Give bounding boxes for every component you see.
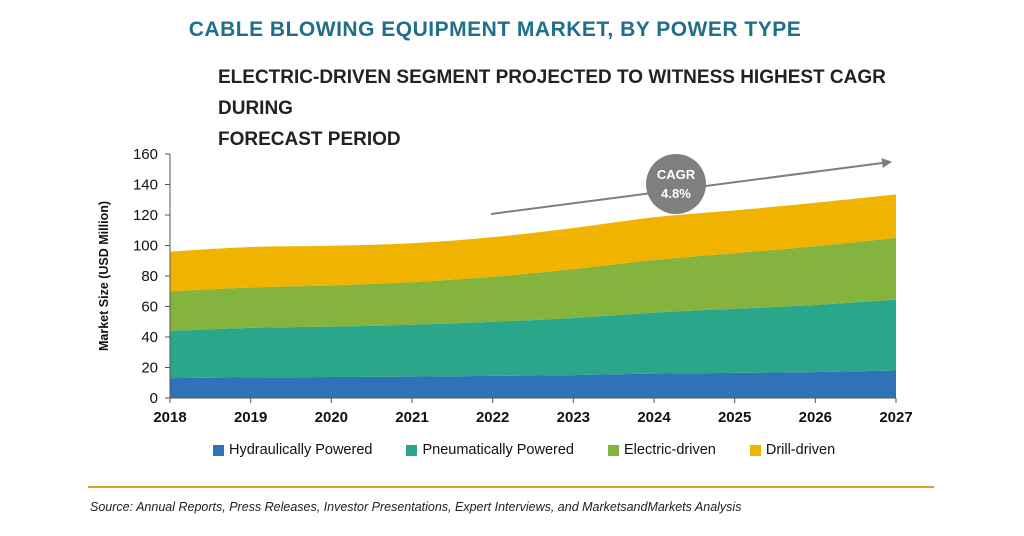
y-tick-label: 60 (141, 299, 158, 316)
x-tick-label: 2023 (557, 409, 590, 426)
area-pneumatically-powered (170, 299, 896, 379)
area-drill-driven (170, 194, 896, 292)
cagr-annotation: CAGR 4.8% (490, 154, 892, 215)
x-tick-label: 2026 (799, 409, 832, 426)
x-tick-label: 2027 (879, 409, 912, 426)
area-hydraulically-powered (170, 370, 896, 398)
chart-subtitle: ELECTRIC-DRIVEN SEGMENT PROJECTED TO WIT… (218, 62, 938, 155)
cagr-badge (646, 154, 706, 214)
y-tick-label: 80 (141, 268, 158, 285)
source-note: Source: Annual Reports, Press Releases, … (90, 500, 742, 514)
y-tick-label: 100 (133, 238, 158, 255)
x-tick-label: 2024 (637, 409, 671, 426)
legend-item-electric-driven: Electric-driven (607, 442, 716, 458)
area-layers (170, 194, 896, 398)
subtitle-line-2: FORECAST PERIOD (218, 129, 401, 150)
legend-label: Drill-driven (765, 442, 836, 458)
x-tick-label: 2020 (315, 409, 348, 426)
chart-axes: 0 20 40 60 80 100 120 140 160 2018 2019 2020 2021 202… (97, 146, 913, 426)
chart-title: CABLE BLOWING EQUIPMENT MARKET, BY POWER… (188, 18, 802, 41)
legend-swatch (213, 444, 224, 456)
legend-item-drill-driven: Drill-driven (749, 442, 836, 458)
x-tick-label: 2019 (234, 409, 267, 426)
y-tick-label: 0 (150, 390, 158, 407)
legend-label: Hydraulically Powered (229, 442, 373, 458)
cagr-value: 4.8% (661, 186, 691, 201)
y-tick-label: 20 (141, 360, 158, 377)
cagr-label: CAGR (657, 167, 696, 182)
legend-item-hydraulically-powered: Hydraulically Powered (213, 442, 372, 458)
y-tick-label: 40 (141, 329, 158, 346)
y-axis-label: Market Size (USD Million) (97, 201, 111, 351)
legend-label: Electric-driven (623, 442, 716, 458)
legend-swatch (749, 444, 761, 456)
legend-swatch (607, 444, 619, 456)
y-tick-label: 140 (133, 177, 158, 194)
x-tick-label: 2018 (153, 409, 186, 426)
legend-item-pneumatically-powered: Pneumatically Powered (406, 442, 574, 458)
area-electric-driven (170, 237, 896, 331)
y-tick-label: 160 (133, 146, 158, 163)
subtitle-line-1: ELECTRIC-DRIVEN SEGMENT PROJECTED TO WIT… (218, 67, 886, 119)
legend-swatch (406, 444, 418, 456)
x-tick-label: 2022 (476, 409, 509, 426)
footer-divider (88, 486, 934, 488)
legend-label: Pneumatically Powered (422, 442, 574, 458)
x-tick-label: 2021 (395, 409, 428, 426)
chart-legend: Hydraulically Powered Pneumatically Power… (213, 442, 869, 458)
x-tick-label: 2025 (718, 409, 751, 426)
y-tick-label: 120 (133, 207, 158, 224)
